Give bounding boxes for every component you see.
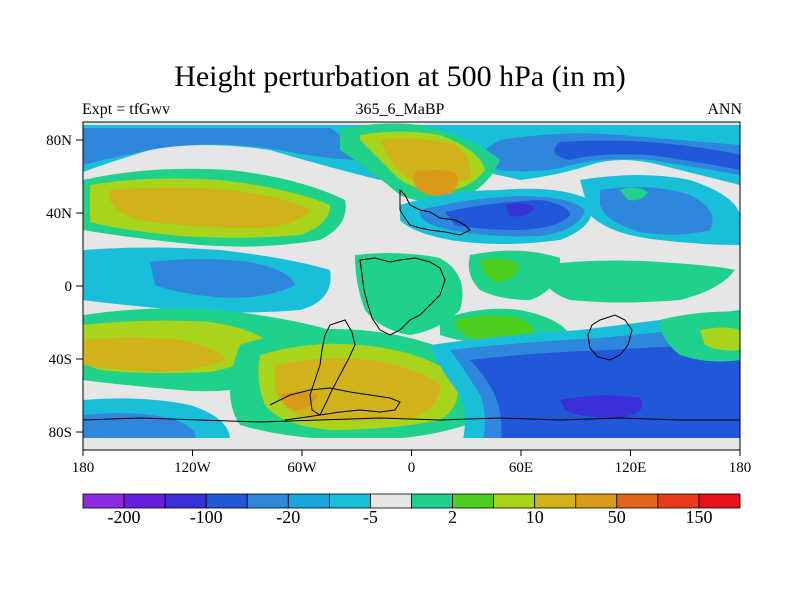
colorbar [82,493,741,509]
colorbar-label: -200 [108,507,141,527]
colorbar-label: -5 [363,507,378,527]
lat-label: 80S [49,425,72,441]
contour-easia-blue [445,200,570,230]
lon-label: 180 [72,460,95,476]
colorbar-label: -100 [190,507,223,527]
colorbar-swatch [493,493,536,509]
lon-label: 60W [287,460,317,476]
contour-easia-darkblue [505,203,535,217]
colorbar-label: 150 [685,507,712,527]
colorbar-swatch [698,493,741,509]
contour-satl-gold [275,358,440,421]
coastline-antarctica [83,417,740,423]
contour-sio-lime [455,315,534,340]
contour-north-blue [554,140,740,170]
lon-label: 0 [408,460,416,476]
map-title: Height perturbation at 500 hPa (in m) [174,60,626,93]
lon-label: 120E [615,460,647,476]
contour-trop-green [355,253,463,335]
colorbar-swatch [205,493,248,509]
season-label: ANN [707,101,742,118]
contour-ant-grey [83,438,740,450]
contour-so-darkblue [560,395,643,418]
colorbar-swatch [411,493,453,509]
contour-asia-orange [413,170,458,196]
lon-axis: 180 120W 60W 0 60E 120E 180 [72,450,752,476]
lat-label: 80N [46,133,72,149]
contour-trop-lime [480,258,520,282]
colorbar-swatch [657,493,700,509]
experiment-label: Expt = tfGwv [82,101,171,118]
colorbar-swatch [82,493,125,509]
colorbar-swatch [370,493,412,509]
contour-satl-orange [280,391,318,410]
colorbar-label: 10 [526,507,544,527]
contour-npac-gold [110,187,310,228]
colorbar-swatch [534,493,577,509]
colorbar-swatch [287,493,330,509]
coastline-australia [587,314,633,361]
lat-axis: 80N 40N 0 40S 80S [46,133,83,441]
contour-north-lightblue [83,128,360,165]
lon-label: 120W [174,460,212,476]
contour-trop-lightblue [150,259,295,298]
contour-se-yellow [700,327,740,351]
height-field [83,122,740,450]
coastline-south-america [309,319,356,416]
lon-label: 180 [729,460,752,476]
colorbar-swatch [575,493,618,509]
contour-io-green [540,260,735,303]
lon-label: 60E [509,460,533,476]
colorbar-swatch [164,493,207,509]
case-label: 365_6_MaBP [355,101,445,118]
colorbar-label: 2 [448,507,457,527]
contour-nepac-green [620,187,648,201]
colorbar-label: -20 [276,507,300,527]
colorbar-swatch [616,493,659,509]
contour-spac-gold [83,337,225,372]
lat-label: 0 [65,279,73,295]
lat-label: 40N [46,206,72,222]
colorbar-swatch [246,493,289,509]
colorbar-label: 50 [608,507,626,527]
colorbar-labels: -200 -100 -20 -5 2 10 50 150 [108,507,713,527]
coastline-antarctic-peninsula [269,387,401,421]
colorbar-swatch [328,493,371,509]
coastline-eurasia [399,188,471,236]
coastlines [83,188,740,423]
colorbar-swatch [123,493,166,509]
coastline-north-africa [359,257,446,336]
lat-label: 40S [49,352,72,368]
contour-ant-lightblue [83,413,196,440]
colorbar-swatch [452,493,495,509]
